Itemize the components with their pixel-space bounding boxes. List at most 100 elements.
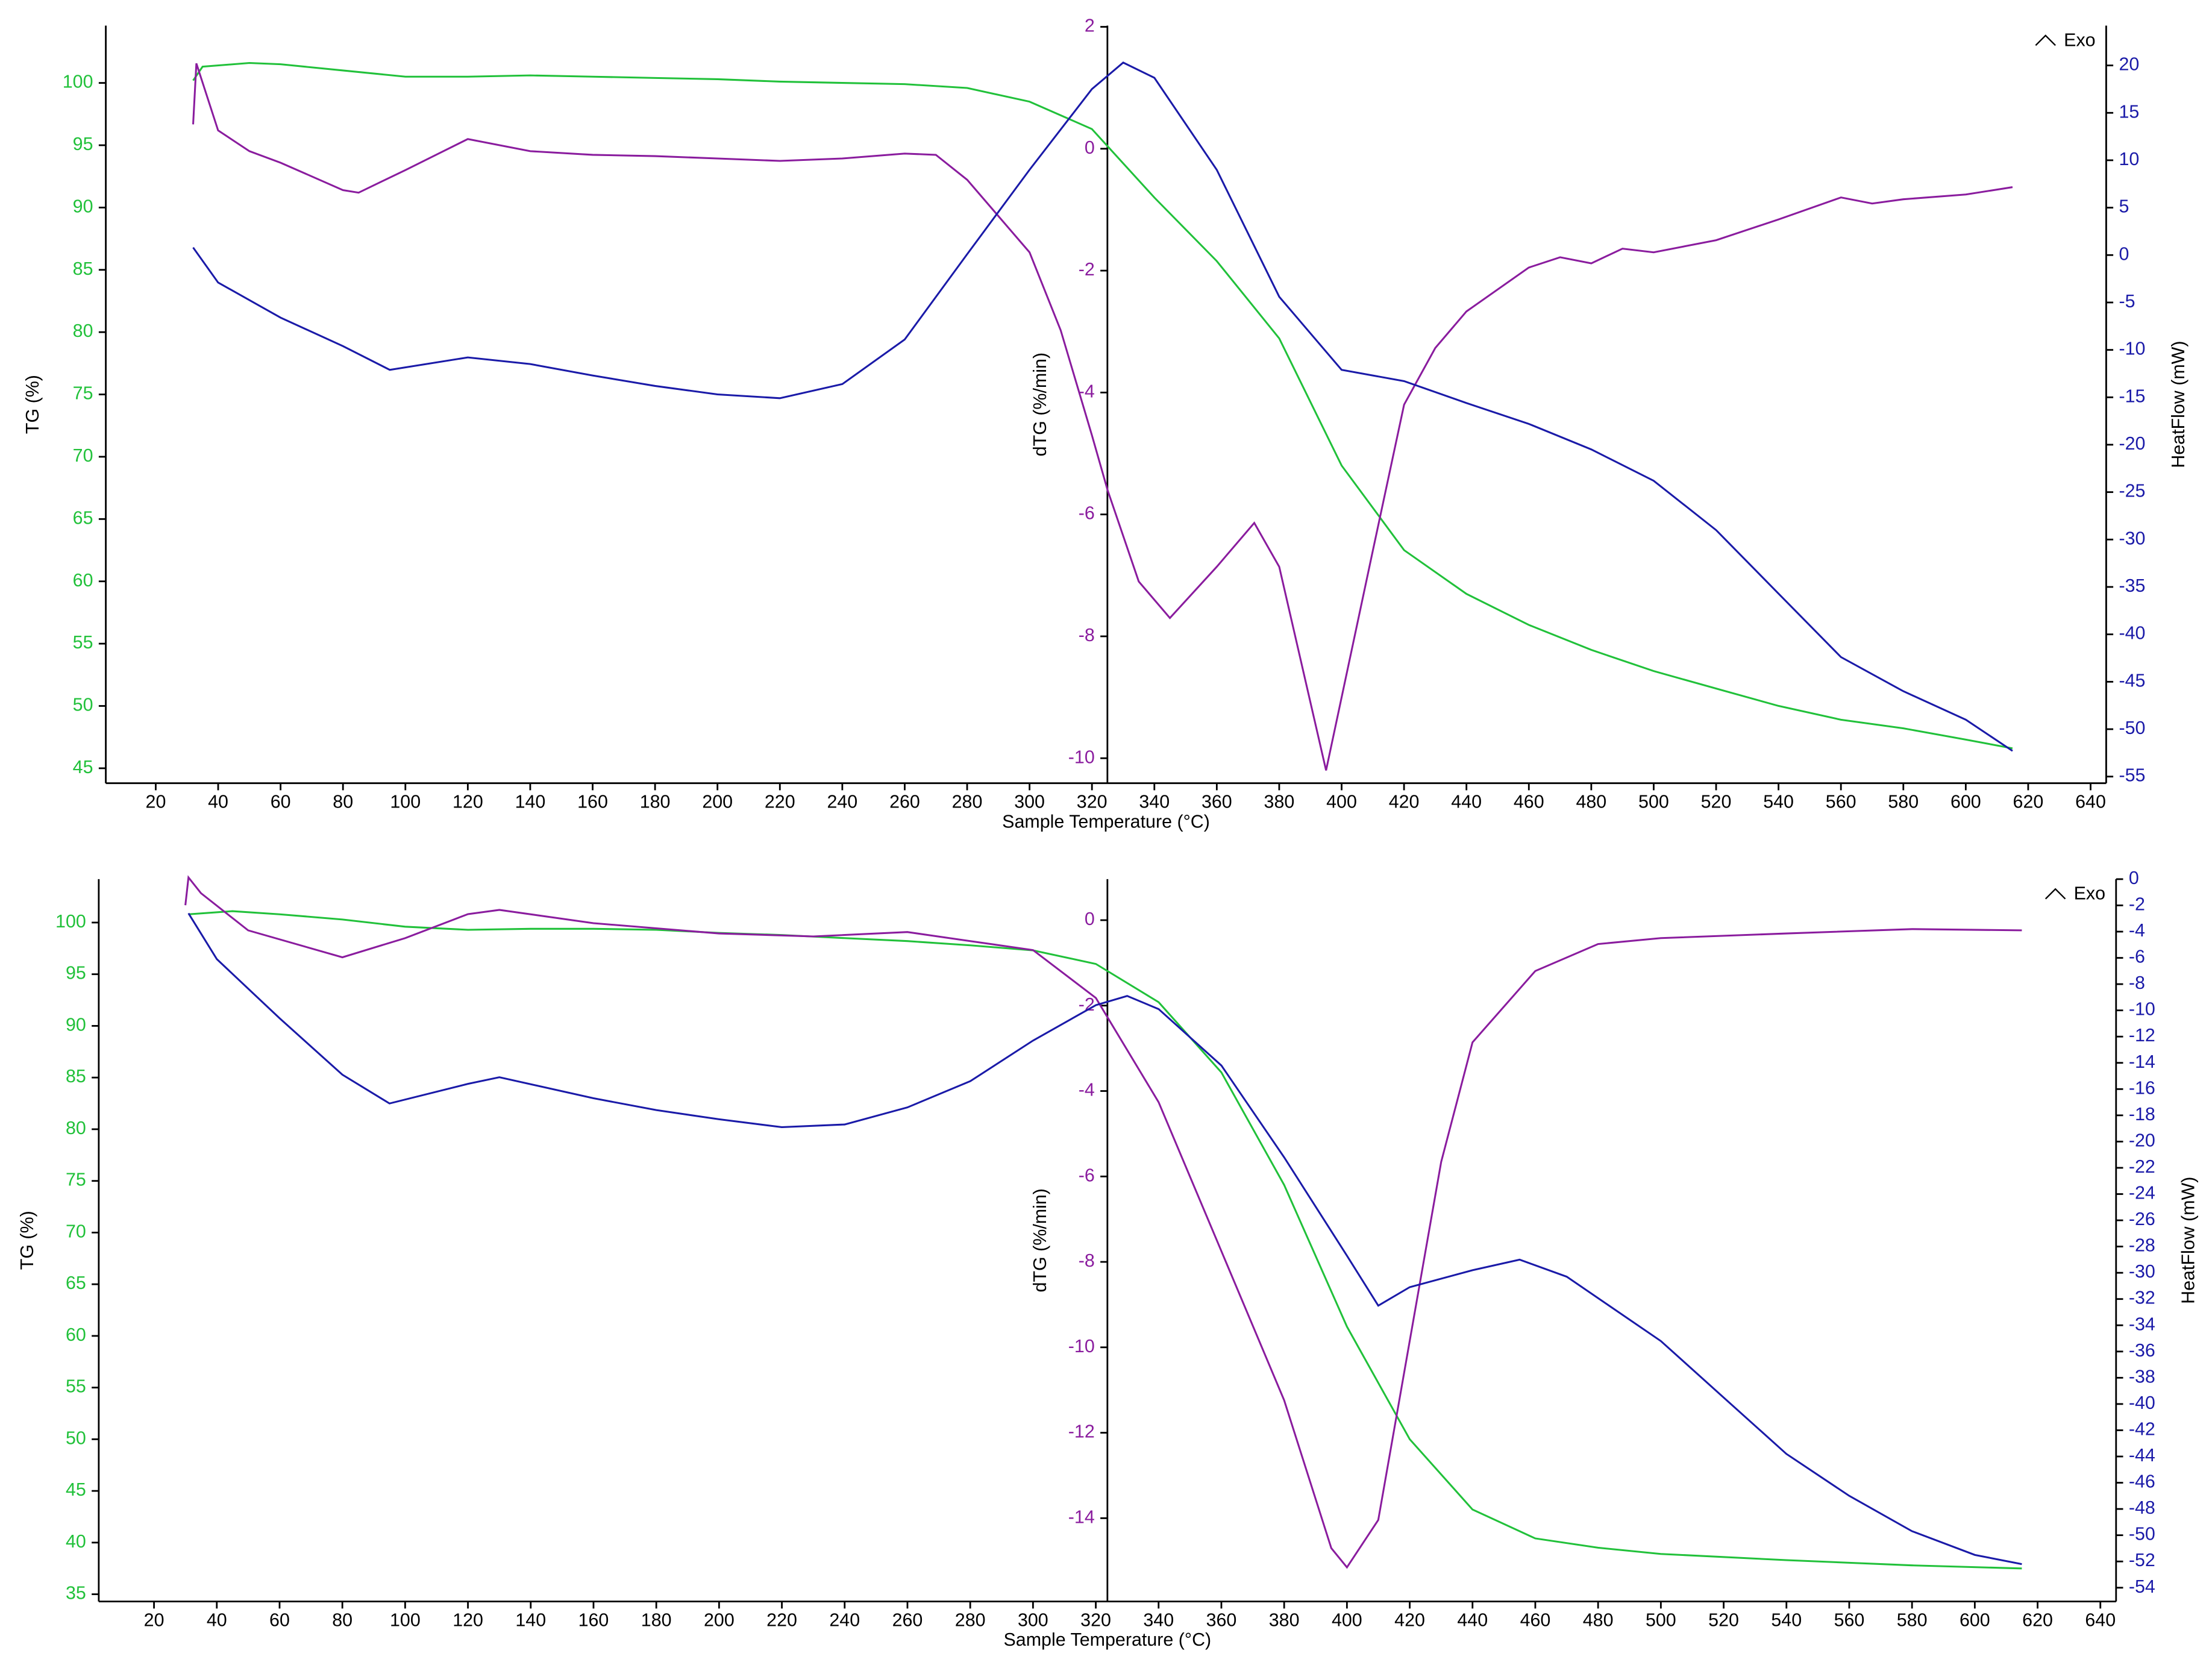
exo-label: Exo <box>2074 883 2105 904</box>
y-tick-label: 45 <box>66 1479 86 1500</box>
data-line <box>192 63 2013 771</box>
y-tick-label: -10 <box>2119 339 2145 359</box>
y-tick-label: 75 <box>73 383 93 404</box>
x-tick-label: 380 <box>1269 1610 1300 1630</box>
x-tick-label: 480 <box>1583 1610 1614 1630</box>
y-tick-label: 85 <box>66 1066 86 1086</box>
x-tick-label: 220 <box>765 792 795 812</box>
y-tick-label: 100 <box>63 72 93 92</box>
x-tick-label: 500 <box>1646 1610 1676 1630</box>
y-tick-label: -6 <box>2129 947 2145 967</box>
y-tick-label: 45 <box>73 757 93 777</box>
y-tick-label: -20 <box>2119 433 2145 454</box>
x-tick-label: 400 <box>1332 1610 1362 1630</box>
y-tick-label: 90 <box>73 196 93 216</box>
y-tick-label: -6 <box>1079 1165 1095 1185</box>
x-tick-label: 120 <box>453 792 483 812</box>
y-tick-label: -12 <box>1068 1422 1095 1442</box>
data-line <box>192 62 2013 750</box>
x-tick-label: 460 <box>1514 792 1544 812</box>
y-axis-title: TG (%) <box>22 375 43 434</box>
y-tick-label: 2 <box>1085 16 1095 36</box>
y-tick-label: 35 <box>66 1583 86 1604</box>
y-tick-label: -40 <box>2119 623 2145 644</box>
y-tick-label: -46 <box>2129 1472 2155 1492</box>
y-tick-label: -20 <box>2129 1130 2155 1150</box>
data-line <box>192 61 2013 752</box>
y-tick-label: -48 <box>2129 1497 2155 1518</box>
x-tick-label: 440 <box>1451 792 1482 812</box>
y-axis-title: TG (%) <box>17 1211 37 1270</box>
y2-axis-title: dTG (%/min) <box>1030 353 1050 456</box>
y-tick-label: 0 <box>2129 868 2139 888</box>
y-tick-label: -55 <box>2119 765 2145 786</box>
y-tick-label: 95 <box>73 134 93 154</box>
y-tick-label: -10 <box>1068 747 1095 767</box>
y-tick-label: 55 <box>66 1376 86 1397</box>
exo-arrow <box>2044 888 2066 900</box>
y-tick-label: -35 <box>2119 575 2145 596</box>
x-tick-label: 40 <box>208 792 228 812</box>
x-tick-label: 360 <box>1202 792 1232 812</box>
y-tick-label: -6 <box>1079 503 1095 524</box>
y-tick-label: 50 <box>73 695 93 715</box>
x-tick-label: 60 <box>271 792 291 812</box>
y-tick-label: -14 <box>2129 1052 2155 1072</box>
x-tick-label: 280 <box>955 1610 986 1630</box>
x-tick-label: 600 <box>1960 1610 1990 1630</box>
x-tick-label: 460 <box>1520 1610 1551 1630</box>
y-tick-label: -8 <box>1079 1250 1095 1271</box>
y-tick-label: -34 <box>2129 1314 2155 1334</box>
y-tick-label: -18 <box>2129 1104 2155 1124</box>
y-tick-label: -50 <box>2129 1524 2155 1544</box>
y3-axis-title: HeatFlow (mW) <box>2168 340 2189 468</box>
y-tick-label: 20 <box>2119 54 2139 75</box>
x-tick-label: 100 <box>390 792 421 812</box>
y-tick-label: -42 <box>2129 1419 2155 1439</box>
x-tick-label: 600 <box>1950 792 1981 812</box>
y-tick-label: 50 <box>66 1428 86 1448</box>
x-tick-label: 80 <box>332 1610 352 1630</box>
x-tick-label: 620 <box>2013 792 2044 812</box>
x-tick-label: 580 <box>1888 792 1919 812</box>
x-tick-label: 180 <box>640 792 671 812</box>
x-tick-label: 520 <box>1701 792 1732 812</box>
y-tick-label: -44 <box>2129 1445 2155 1466</box>
x-tick-label: 500 <box>1638 792 1669 812</box>
x-tick-label: 200 <box>704 1610 735 1630</box>
y-tick-label: 65 <box>73 507 93 528</box>
y-tick-label: 80 <box>66 1118 86 1138</box>
data-line <box>184 875 2022 1569</box>
y-tick-label: 75 <box>66 1170 86 1190</box>
x-tick-label: 20 <box>144 1610 164 1630</box>
x-tick-label: 140 <box>515 1610 546 1630</box>
x-tick-label: 160 <box>578 1610 609 1630</box>
y-tick-label: -10 <box>2129 999 2155 1020</box>
y-tick-label: -25 <box>2119 481 2145 501</box>
x-tick-label: 340 <box>1143 1610 1174 1630</box>
y-tick-label: 60 <box>66 1325 86 1345</box>
x-tick-label: 320 <box>1077 792 1108 812</box>
y-tick-label: -16 <box>2129 1077 2155 1098</box>
y-tick-label: 85 <box>73 259 93 279</box>
x-tick-label: 260 <box>889 792 920 812</box>
y-tick-label: 5 <box>2119 196 2129 217</box>
x-tick-label: 620 <box>2022 1610 2053 1630</box>
x-tick-label: 20 <box>146 792 166 812</box>
y-tick-label: -50 <box>2119 718 2145 738</box>
x-axis-title: Sample Temperature (°C) <box>1002 811 1210 832</box>
y-tick-label: -2 <box>1079 994 1095 1015</box>
y-tick-label: 100 <box>55 911 86 932</box>
y-tick-label: -45 <box>2119 670 2145 691</box>
x-tick-label: 260 <box>892 1610 923 1630</box>
x-tick-label: 640 <box>2085 1610 2116 1630</box>
x-tick-label: 80 <box>333 792 353 812</box>
y-tick-label: 10 <box>2119 149 2139 169</box>
y-tick-label: -8 <box>1079 625 1095 645</box>
x-tick-label: 180 <box>641 1610 672 1630</box>
x-tick-label: 560 <box>1826 792 1856 812</box>
x-tick-label: 120 <box>453 1610 483 1630</box>
y-tick-label: 40 <box>66 1531 86 1552</box>
y-tick-label: 0 <box>1085 137 1095 158</box>
